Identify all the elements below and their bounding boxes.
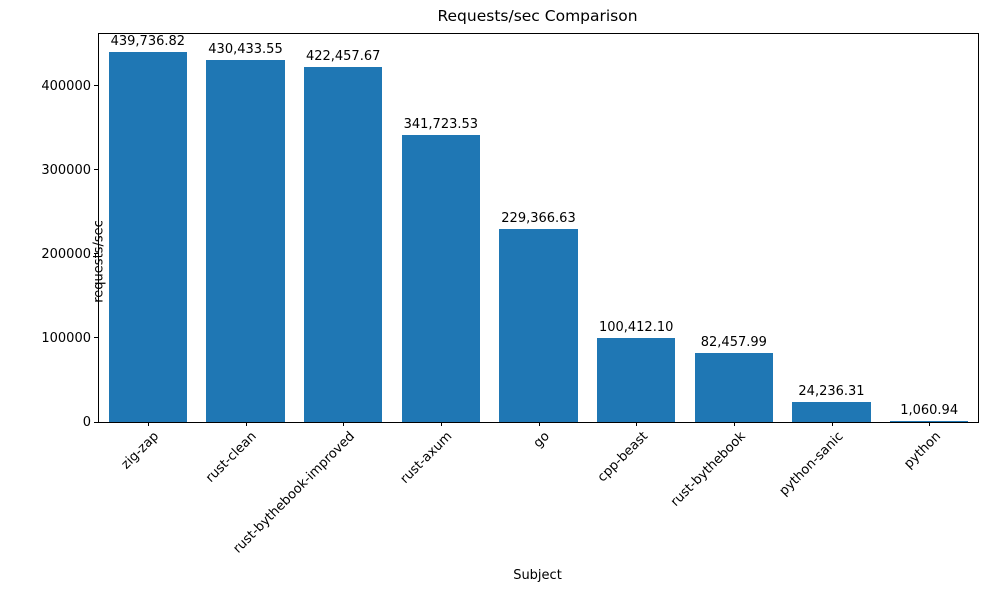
bar-value-label: 422,457.67 — [305, 49, 381, 64]
chart-title: Requests/sec Comparison — [437, 7, 638, 25]
y-axis-tick-label: 100000 — [41, 330, 91, 346]
x-tick-mark — [636, 422, 638, 426]
x-tick-mark — [343, 422, 345, 426]
x-axis-label: Subject — [513, 568, 562, 583]
x-tick-mark — [733, 422, 735, 426]
y-axis-tick-label: 0 — [82, 415, 91, 430]
bar-cpp-beast — [597, 337, 676, 422]
bar-value-label: 1,060.94 — [900, 403, 959, 419]
bar-rust-bythebook — [694, 352, 773, 422]
bar-go — [499, 229, 578, 422]
x-axis-tick-label: rust-axum — [397, 429, 456, 487]
x-axis-tick-label: zig-zap — [119, 429, 163, 473]
x-tick-mark — [538, 422, 540, 426]
bar-value-label: 100,412.10 — [598, 319, 674, 335]
y-axis-label: requests/sec — [91, 220, 107, 303]
x-tick-mark — [245, 422, 247, 426]
x-axis-tick-label: rust-clean — [203, 429, 261, 486]
x-axis-tick-label: cpp-beast — [594, 429, 651, 486]
y-tick-mark — [94, 337, 98, 339]
y-tick-mark — [94, 169, 98, 171]
y-axis-tick-label: 400000 — [41, 78, 91, 94]
y-tick-mark — [94, 421, 98, 423]
bar-rust-axum — [401, 134, 480, 422]
bar-value-label: 439,736.82 — [110, 34, 186, 50]
bar-python — [890, 421, 969, 422]
x-tick-mark — [831, 422, 833, 426]
x-axis-tick-label: python-sanic — [776, 429, 847, 499]
y-tick-mark — [94, 253, 98, 255]
x-tick-mark — [929, 422, 931, 426]
bar-value-label: 24,236.31 — [798, 383, 865, 399]
x-axis-tick-label: go — [531, 429, 554, 452]
y-axis-tick-label: 200000 — [41, 246, 91, 262]
bar-value-label: 82,457.99 — [700, 334, 767, 350]
bar-value-label: 341,723.53 — [403, 116, 479, 132]
bar-rust-clean — [206, 60, 285, 422]
plot-area: requests/sec 439,736.82 zig-zap 430,433.55… — [41, 33, 979, 556]
y-tick-mark — [94, 85, 98, 87]
x-axis-tick-label: python — [901, 429, 944, 472]
bar-python-sanic — [792, 401, 871, 422]
bar-value-label: 229,366.63 — [501, 211, 576, 227]
x-tick-mark — [440, 422, 442, 426]
bar-rust-bythebook-improved — [304, 67, 383, 422]
x-axis-tick-label: rust-bythebook — [667, 429, 749, 510]
y-axis-tick-label: 300000 — [41, 162, 91, 178]
bar-value-label: 430,433.55 — [208, 42, 283, 58]
x-tick-mark — [147, 422, 149, 426]
bar-zig-zap — [108, 52, 187, 422]
